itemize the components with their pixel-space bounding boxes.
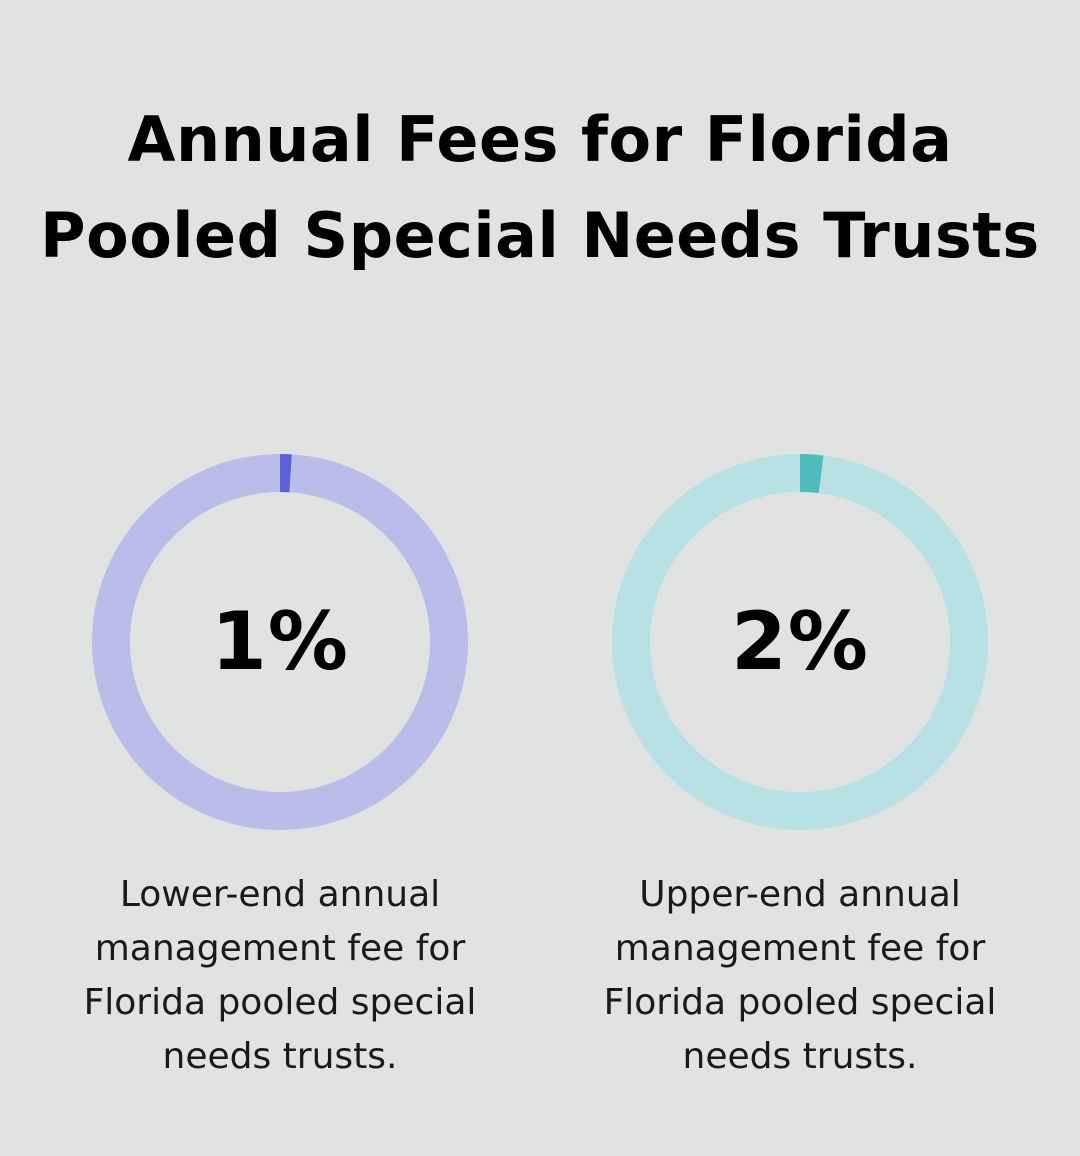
donut-chart-lower: 1% [90, 452, 470, 832]
donut-value-upper: 2% [731, 595, 869, 688]
stat-caption-upper: Upper-end annual management fee for Flor… [603, 874, 997, 1077]
donut-chart-upper: 2% [610, 452, 990, 832]
donut-arc-lower [92, 454, 468, 830]
donut-svg-lower [92, 454, 468, 830]
donut-arc-upper [612, 454, 988, 830]
donut-value-lower: 1% [211, 595, 349, 688]
donut-svg-upper [612, 454, 988, 830]
stat-caption-lower: Lower-end annual management fee for Flor… [83, 874, 477, 1077]
page-title: Annual Fees for Florida Pooled Special N… [40, 103, 1040, 272]
